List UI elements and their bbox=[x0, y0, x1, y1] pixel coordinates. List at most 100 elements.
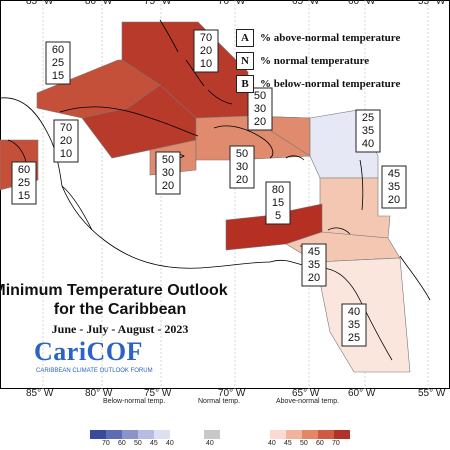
svg-text:40: 40 bbox=[362, 138, 374, 150]
svg-text:15: 15 bbox=[18, 190, 30, 202]
svg-text:25: 25 bbox=[348, 332, 360, 344]
lon-label-top: 70° W bbox=[218, 0, 246, 7]
lon-label-top: 60° W bbox=[348, 0, 376, 7]
lon-label-top: 85° W bbox=[26, 0, 54, 7]
probability-legend: A % above-normal temperature N % normal … bbox=[236, 28, 400, 97]
lon-label-bottom: 65° W bbox=[292, 388, 320, 399]
colorbar-tick: 50 bbox=[134, 440, 142, 447]
probability-boxes: 70 20 10 60 25 15 70 20 10 60 25 15 50 3… bbox=[11, 29, 407, 347]
legend-text: % above-normal temperature bbox=[260, 32, 401, 44]
svg-text:20: 20 bbox=[308, 272, 320, 284]
svg-text:35: 35 bbox=[308, 259, 320, 271]
prob-box-trinidad: 45 35 20 bbox=[301, 243, 327, 287]
colorbar-above-swatches bbox=[270, 430, 350, 439]
colorbar-normal-swatch bbox=[204, 430, 220, 439]
svg-text:10: 10 bbox=[60, 148, 72, 160]
svg-text:60: 60 bbox=[52, 44, 64, 56]
svg-text:30: 30 bbox=[236, 161, 248, 173]
prob-box-northern-leewards: 25 35 40 bbox=[355, 109, 381, 153]
colorbar-tick: 45 bbox=[284, 440, 292, 447]
prob-box-jamaica-area: 50 30 20 bbox=[155, 151, 181, 195]
swatch bbox=[122, 430, 138, 439]
top-longitude-labels: 85° W 80° W 75° W 70° W 65° W 60° W 55° … bbox=[26, 0, 446, 7]
prob-box-abc-islands: 80 15 5 bbox=[265, 181, 291, 225]
colorbar-tick: 50 bbox=[300, 440, 308, 447]
svg-text:50: 50 bbox=[254, 90, 266, 102]
map-title: Minimum Temperature Outlook for the Cari… bbox=[0, 281, 240, 319]
title-line-1: Minimum Temperature Outlook bbox=[0, 282, 228, 299]
colorbar-tick: 70 bbox=[332, 440, 340, 447]
svg-text:35: 35 bbox=[362, 125, 374, 137]
svg-text:5: 5 bbox=[275, 210, 281, 222]
colorbar-below-swatches bbox=[90, 430, 170, 439]
colorbar-normal-title: Normal temp. bbox=[198, 398, 241, 405]
svg-text:10: 10 bbox=[200, 58, 212, 70]
swatch bbox=[138, 430, 154, 439]
bottom-longitude-labels: 85° W 80° W 75° W 70° W 65° W 60° W 55° … bbox=[26, 388, 446, 399]
lon-label-bottom: 80° W bbox=[85, 388, 113, 399]
svg-text:80: 80 bbox=[272, 184, 284, 196]
prob-box-bahamas: 70 20 10 bbox=[193, 29, 219, 73]
swatch bbox=[106, 430, 122, 439]
svg-text:20: 20 bbox=[162, 180, 174, 192]
colorbar-tick: 60 bbox=[316, 440, 324, 447]
legend-letter: A bbox=[236, 29, 254, 47]
svg-text:15: 15 bbox=[52, 70, 64, 82]
legend-row-above: A % above-normal temperature bbox=[236, 28, 400, 48]
svg-text:35: 35 bbox=[348, 319, 360, 331]
svg-text:45: 45 bbox=[388, 168, 400, 180]
colorbar-tick: 45 bbox=[150, 440, 158, 447]
swatch bbox=[318, 430, 334, 439]
prob-box-turks-caicos: 50 30 20 bbox=[247, 87, 273, 131]
prob-box-leewards-windwards: 45 35 20 bbox=[381, 165, 407, 209]
legend-letter: B bbox=[236, 75, 254, 93]
title-line-2: for the Caribbean bbox=[53, 301, 187, 318]
svg-text:50: 50 bbox=[236, 148, 248, 160]
svg-text:20: 20 bbox=[254, 116, 266, 128]
prob-box-yucatan: 60 25 15 bbox=[11, 161, 37, 205]
swatch bbox=[302, 430, 318, 439]
svg-text:25: 25 bbox=[52, 57, 64, 69]
svg-text:20: 20 bbox=[236, 174, 248, 186]
swatch bbox=[154, 430, 170, 439]
svg-text:60: 60 bbox=[18, 164, 30, 176]
svg-text:25: 25 bbox=[362, 112, 374, 124]
svg-text:30: 30 bbox=[254, 103, 266, 115]
logo-tagline: CARIBBEAN CLIMATE OUTLOOK FORUM bbox=[36, 368, 153, 374]
colorbar-tick: 40 bbox=[206, 440, 214, 447]
svg-text:70: 70 bbox=[200, 32, 212, 44]
map-subtitle: June - July - August - 2023 bbox=[51, 322, 189, 336]
colorbar-tick: 40 bbox=[268, 440, 276, 447]
lon-label-top: 65° W bbox=[292, 0, 320, 7]
svg-text:35: 35 bbox=[388, 181, 400, 193]
colorbar-above-title: Above-normal temp. bbox=[276, 398, 340, 405]
lon-label-bottom: 70° W bbox=[218, 388, 246, 399]
legend-row-normal: N % normal temperature bbox=[236, 51, 400, 71]
lon-label-bottom: 60° W bbox=[348, 388, 376, 399]
caricof-logo: CariCOF CARIBBEAN CLIMATE OUTLOOK FORUM bbox=[30, 337, 180, 377]
legend-text: % below-normal temperature bbox=[260, 78, 401, 90]
colorbar-tick: 70 bbox=[102, 440, 110, 447]
lon-label-bottom: 55° W bbox=[418, 388, 446, 399]
lon-label-bottom: 85° W bbox=[26, 388, 54, 399]
colorbar-tick: 60 bbox=[118, 440, 126, 447]
legend-letter: N bbox=[236, 52, 254, 70]
swatch bbox=[334, 430, 350, 439]
svg-text:50: 50 bbox=[162, 154, 174, 166]
svg-text:25: 25 bbox=[18, 177, 30, 189]
prob-box-cuba-east: 70 20 10 bbox=[53, 119, 79, 163]
logo-wordmark: CariCOF bbox=[34, 337, 143, 366]
legend-text: % normal temperature bbox=[260, 55, 370, 67]
prob-box-hispaniola: 50 30 20 bbox=[229, 145, 255, 189]
colorbar-tick: 40 bbox=[166, 440, 174, 447]
lon-label-top: 80° W bbox=[85, 0, 113, 7]
swatch bbox=[90, 430, 106, 439]
svg-text:20: 20 bbox=[60, 135, 72, 147]
svg-text:40: 40 bbox=[348, 306, 360, 318]
prob-box-guianas: 40 35 25 bbox=[341, 303, 367, 347]
svg-text:70: 70 bbox=[60, 122, 72, 134]
svg-text:20: 20 bbox=[200, 45, 212, 57]
svg-text:30: 30 bbox=[162, 167, 174, 179]
lon-label-bottom: 75° W bbox=[144, 388, 172, 399]
